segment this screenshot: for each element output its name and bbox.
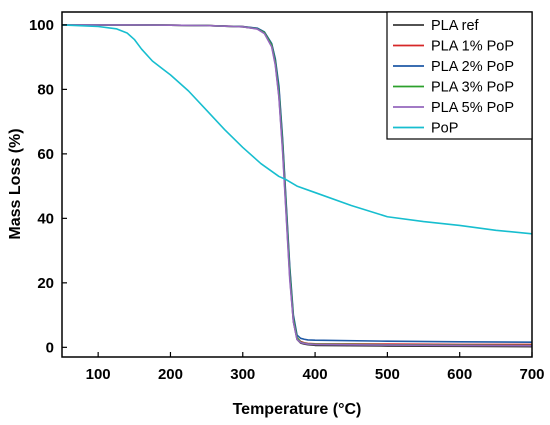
plot-frame xyxy=(61,11,533,358)
x-tick-label-5: 600 xyxy=(447,366,472,383)
legend-label-5: PoP xyxy=(431,121,458,137)
legend-label-3: PLA 3% PoP xyxy=(431,80,514,96)
y-tick-label-2: 40 xyxy=(37,210,54,227)
legend: PLA ref PLA 1% PoP PLA 2% PoP PLA 3% PoP PLA… xyxy=(386,11,533,140)
y-tick-label-4: 80 xyxy=(37,81,54,98)
legend-label-4: PLA 5% PoP xyxy=(431,100,514,116)
x-tick-label-2: 300 xyxy=(230,366,255,383)
x-tick-label-1: 200 xyxy=(158,366,183,383)
y-tick-label-0: 0 xyxy=(46,339,54,356)
x-axis-title: Temperature (°C) xyxy=(233,401,362,418)
y-tick-label-3: 60 xyxy=(37,146,54,163)
series-layer xyxy=(62,24,532,348)
y-axis: 0 20 40 60 80 100 xyxy=(29,17,67,356)
legend-label-0: PLA ref xyxy=(431,18,480,34)
legend-label-2: PLA 2% PoP xyxy=(431,59,514,75)
x-tick-label-4: 500 xyxy=(375,366,400,383)
x-axis: 100 200 300 400 500 600 700 xyxy=(86,352,545,383)
y-tick-label-1: 20 xyxy=(37,275,54,292)
y-tick-label-5: 100 xyxy=(29,17,54,34)
series-line-4 xyxy=(62,24,532,347)
y-axis-title: Mass Loss (%) xyxy=(7,128,24,239)
legend-box xyxy=(386,11,533,140)
legend-label-1: PLA 1% PoP xyxy=(431,39,514,55)
x-tick-label-0: 100 xyxy=(86,366,111,383)
x-tick-label-6: 700 xyxy=(519,366,544,383)
series-line-5 xyxy=(62,24,532,235)
x-tick-label-3: 400 xyxy=(303,366,328,383)
